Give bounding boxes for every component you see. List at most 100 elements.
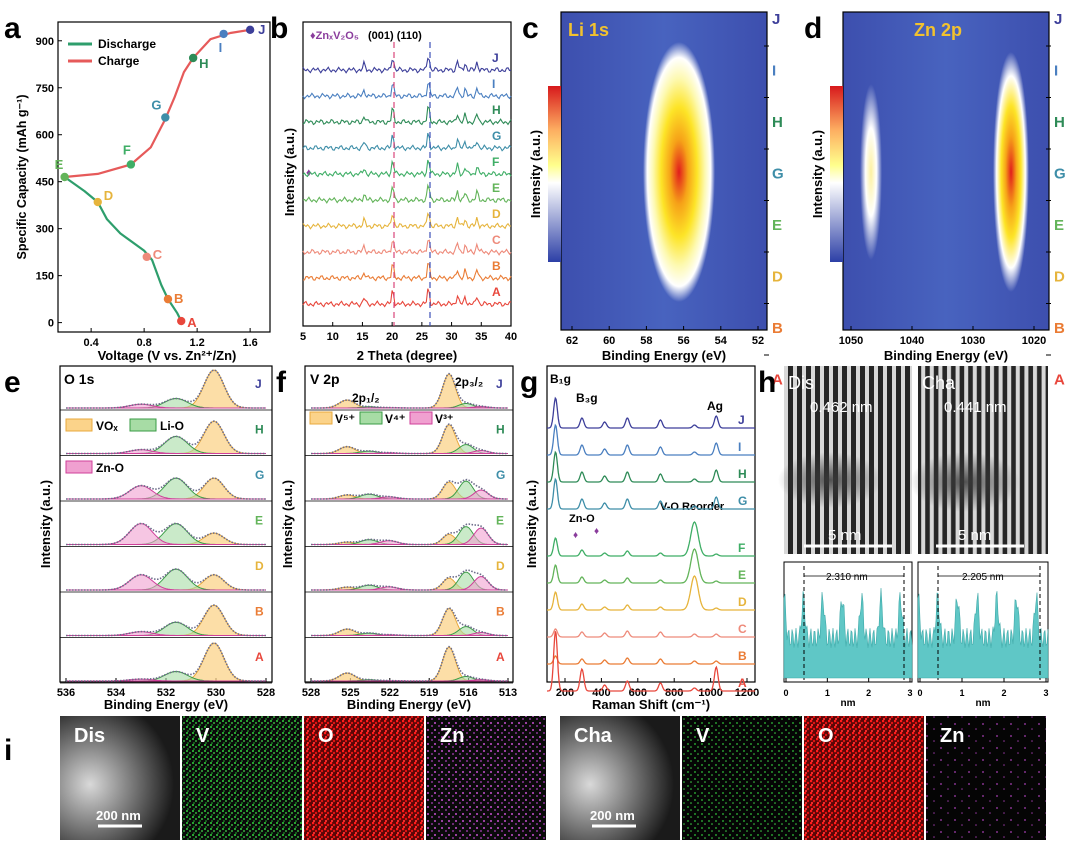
panel-a-marker-label-E: E xyxy=(55,157,64,172)
panel-letter-b: b xyxy=(270,12,288,45)
legend-vox-label: VOₓ xyxy=(96,419,118,433)
panel-d-xticks: 1050 1040 1030 1020 xyxy=(839,326,1046,347)
panel-a-curves: AB C D E F G HI J xyxy=(55,22,266,330)
panel-h-x-tick-label: 3 xyxy=(1043,688,1048,698)
panel-g-zno-label: Zn-O xyxy=(569,513,595,525)
legend-v5-swatch xyxy=(309,411,333,425)
panel-e-x-tick-label: 532 xyxy=(157,687,175,699)
panel-h-x-tick-label: 1 xyxy=(825,688,830,698)
panel-a-ylabel: Specific Capacity (mAh g⁻¹) xyxy=(15,95,29,260)
panel-c-x-tick-label: 56 xyxy=(677,335,689,347)
panel-h-xlabel-dis: nm xyxy=(841,698,856,709)
panel-f-x-tick-label: 522 xyxy=(381,687,399,699)
panel-a-marker-A xyxy=(177,316,186,326)
panel-i-labels: Dis V O Zn Cha V O Zn xyxy=(74,725,964,747)
panel-i-tile-label-2: O xyxy=(318,725,334,747)
legend-lio-label: Li-O xyxy=(160,419,184,433)
panel-a-ytick-label: 600 xyxy=(36,130,54,142)
panel-f-state-label-E: E xyxy=(496,514,504,528)
panel-a-marker-E xyxy=(60,172,69,182)
panel-g-trace-H xyxy=(547,450,755,483)
panel-a-ytick-label: 150 xyxy=(36,271,54,283)
panel-b-trace-label-B: B xyxy=(492,259,501,273)
panel-f-envelope-J xyxy=(311,372,507,409)
panel-i-map-zn-dis xyxy=(426,716,546,840)
panel-i-tile-label-0: Dis xyxy=(74,725,105,747)
panel-i-sem-dis xyxy=(60,716,180,840)
panel-f-state-label-B: B xyxy=(496,605,505,619)
panel-e-state-label-B: B xyxy=(255,605,264,619)
panel-a-marker-label-I: I xyxy=(219,40,223,55)
panel-e-ylabel: Intensity (a.u.) xyxy=(38,480,53,568)
legend-v3-label: V³⁺ xyxy=(435,412,453,426)
panel-d-ylabel: Intensity (a.u.) xyxy=(810,130,825,218)
panel-f-state-label-H: H xyxy=(496,423,505,437)
panel-a-marker-label-C: C xyxy=(153,247,163,262)
panel-e-xlabel: Binding Energy (eV) xyxy=(104,697,228,712)
panel-h-profile-dis xyxy=(783,587,913,679)
panel-h-x-tick-label: 2 xyxy=(866,688,871,698)
panel-g-trace-label-H: H xyxy=(738,467,747,481)
panel-c-x-tick-label: 54 xyxy=(715,335,728,347)
panel-e-lio-fill-D xyxy=(66,568,266,591)
state-label-B: B xyxy=(772,320,783,337)
panel-h-profile-cha-label: 2.205 nm xyxy=(962,572,1004,583)
panel-h-x-tick-label: 0 xyxy=(917,688,922,698)
panel-h-dspacing-dis: 0.462 nm xyxy=(810,399,873,416)
panel-b-x-tick-label: 15 xyxy=(356,331,368,343)
panel-b-trace-label-H: H xyxy=(492,103,501,117)
legend-zno-label: Zn-O xyxy=(96,461,124,475)
panel-a-legend: Discharge Charge xyxy=(68,37,156,68)
panel-f-traces: J H G E D B A xyxy=(305,372,513,684)
panel-b-legend: ♦ZnₓV₂O₅ xyxy=(310,30,359,42)
panel-a-axes xyxy=(57,21,271,333)
panel-g-x-tick-label: 800 xyxy=(665,687,683,699)
panel-b-x-tick-label: 5 xyxy=(300,331,306,343)
panel-a-marker-label-G: G xyxy=(151,98,161,113)
panel-g-trace-A xyxy=(547,631,755,692)
panel-letter-h: h xyxy=(758,366,776,399)
panel-e-envelope-E xyxy=(66,522,266,546)
state-label-J: J xyxy=(1054,11,1062,28)
panel-e-envelope-A xyxy=(66,642,266,682)
panel-letter-c: c xyxy=(522,12,539,45)
panel-g-x-tick-label: 400 xyxy=(592,687,610,699)
panel-i-map-o-cha xyxy=(804,716,924,840)
legend-v4-swatch xyxy=(359,411,383,425)
panel-b-trace-label-E: E xyxy=(492,181,500,195)
panel-b-xlabel: 2 Theta (degree) xyxy=(357,348,457,363)
panel-i-scale-dis: 200 nm xyxy=(96,808,141,823)
panel-c-ylabel: Intensity (a.u.) xyxy=(528,130,543,218)
panel-a-xtick-label: 1.6 xyxy=(242,337,257,349)
panel-b-peaks: (001) (110) xyxy=(368,30,422,42)
legend-lio-swatch xyxy=(129,418,157,432)
panel-d-x-tick-label: 1030 xyxy=(961,335,985,347)
panel-a-marker-C xyxy=(142,252,151,262)
panel-e: e O 1s Intensity (a.u.) Binding Energy (… xyxy=(4,365,275,712)
panel-e-envelope-D xyxy=(66,568,266,591)
panel-b-trace-D xyxy=(302,212,511,230)
panel-e-traces: J H G E D B A xyxy=(60,369,272,684)
panel-d-spot-right xyxy=(993,52,1029,292)
panel-b-x-tick-label: 35 xyxy=(475,331,487,343)
panel-a-yticks: 0 150 300 450 600 750 900 xyxy=(36,36,62,330)
panel-e-envelope-G xyxy=(66,477,266,500)
panel-f-title: V 2p xyxy=(310,371,340,387)
panel-f-envelope-D xyxy=(311,569,507,591)
panel-a-marker-label-H: H xyxy=(199,56,208,71)
state-label-I: I xyxy=(1054,63,1058,80)
panel-d-colorbar xyxy=(830,86,843,262)
panel-g-trace-label-F: F xyxy=(738,541,745,555)
panel-c-x-tick-label: 60 xyxy=(603,335,615,347)
panel-c-xticks: 62 60 58 56 54 52 xyxy=(566,326,764,347)
panel-a-marker-H xyxy=(188,53,198,63)
panel-f-x-tick-label: 525 xyxy=(341,687,359,699)
panel-f: f V 2p 2p₁/₂ 2p₃/₂ Intensity (a.u.) Bind… xyxy=(276,365,517,712)
panel-b-trace-label-I: I xyxy=(492,77,495,91)
panel-f-state-label-D: D xyxy=(496,559,505,573)
state-label-I: I xyxy=(772,63,776,80)
panel-e-envelope-J xyxy=(66,369,266,409)
panel-f-x-tick-label: 519 xyxy=(420,687,438,699)
panel-h-profiles xyxy=(783,566,1049,680)
